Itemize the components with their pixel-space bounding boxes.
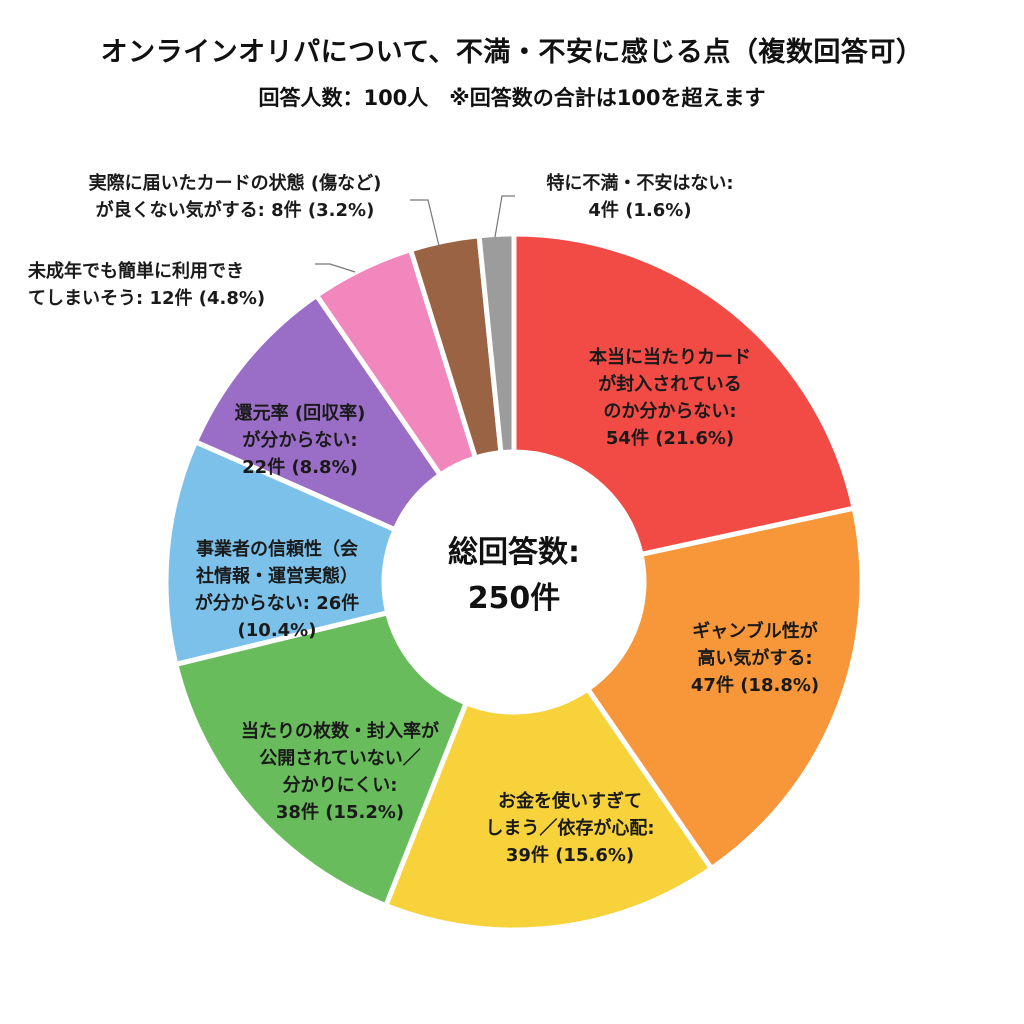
label-line: 未成年でも簡単に利用でき: [28, 261, 244, 282]
label-minors: 未成年でも簡単に利用でき てしまいそう: 12件 (4.8%): [28, 258, 328, 312]
total-value: 250件: [467, 581, 561, 616]
label-value: 54件 (21.6%): [605, 428, 735, 449]
label-line: 実際に届いたカードの状態 (傷など): [88, 173, 382, 194]
donut-slice: [511, 231, 858, 558]
label-card-condition: 実際に届いたカードの状態 (傷など) が良くない気がする: 8件 (3.2%): [40, 170, 430, 224]
label-value: 47件 (18.8%): [690, 675, 820, 696]
leader-line-minors: [315, 263, 356, 273]
label-overspending: お金を使いすぎて しまう／依存が心配: 39件 (15.6%): [455, 788, 685, 869]
donut-slice: [192, 291, 444, 533]
label-line: 本当に当たりカード: [589, 347, 751, 368]
label-value: 22件 (8.8%): [242, 457, 358, 478]
total-label: 総回答数:: [448, 535, 580, 570]
label-no-concerns: 特に不満・不安はない: 4件 (1.6%): [515, 170, 765, 224]
label-line: 公開されていない／: [259, 748, 421, 769]
chart-title: オンラインオリパについて、不満・不安に感じる点（複数回答可）: [100, 37, 924, 68]
leader-line-condition: [410, 199, 441, 251]
leader-line-none: [494, 195, 515, 238]
label-line: 社情報・運営実態）: [196, 566, 358, 587]
label-line: 当たりの枚数・封入率が: [241, 721, 439, 742]
label-line: が分からない:: [242, 430, 358, 451]
label-line: のか分からない:: [603, 401, 737, 422]
label-value: 38件 (15.2%): [275, 802, 405, 823]
donut-slice: [382, 685, 715, 933]
label-line: 事業者の信頼性（会: [196, 539, 358, 560]
label-line: ギャンブル性が: [692, 621, 818, 642]
label-line: しまう／依存が心配:: [485, 818, 655, 839]
donut-slice: [476, 231, 517, 456]
label-value: (10.4%): [237, 620, 317, 641]
total-responses-label: 総回答数: 250件: [384, 530, 644, 622]
donut-slice: [163, 438, 399, 668]
label-line: 高い気がする:: [697, 648, 813, 669]
label-line: 特に不満・不安はない:: [546, 173, 734, 194]
label-line: 還元率 (回収率): [234, 403, 366, 424]
label-value: てしまいそう: 12件 (4.8%): [28, 288, 266, 309]
label-operator-trust: 事業者の信頼性（会 社情報・運営実態） が分からない: 26件 (10.4%): [162, 536, 392, 644]
label-line: お金を使いすぎて: [498, 791, 642, 812]
label-line: 分かりにくい:: [282, 775, 398, 796]
label-value: 39件 (15.6%): [505, 845, 635, 866]
label-line: が分からない: 26件: [194, 593, 360, 614]
label-real-card: 本当に当たりカード が封入されている のか分からない: 54件 (21.6%): [560, 344, 780, 452]
label-return-rate: 還元率 (回収率) が分からない: 22件 (8.8%): [205, 400, 395, 481]
label-gambling: ギャンブル性が 高い気がする: 47件 (18.8%): [655, 618, 855, 699]
donut-slice: [584, 505, 865, 873]
label-value: 4件 (1.6%): [588, 200, 692, 221]
donut-slice: [172, 609, 470, 909]
label-line: が封入されている: [598, 374, 742, 395]
chart-subtitle: 回答人数：100人 ※回答数の合計は100を超えます: [258, 86, 766, 110]
label-hit-rate: 当たりの枚数・封入率が 公開されていない／ 分かりにくい: 38件 (15.2%…: [205, 718, 475, 826]
label-value: が良くない気がする: 8件 (3.2%): [95, 200, 375, 221]
